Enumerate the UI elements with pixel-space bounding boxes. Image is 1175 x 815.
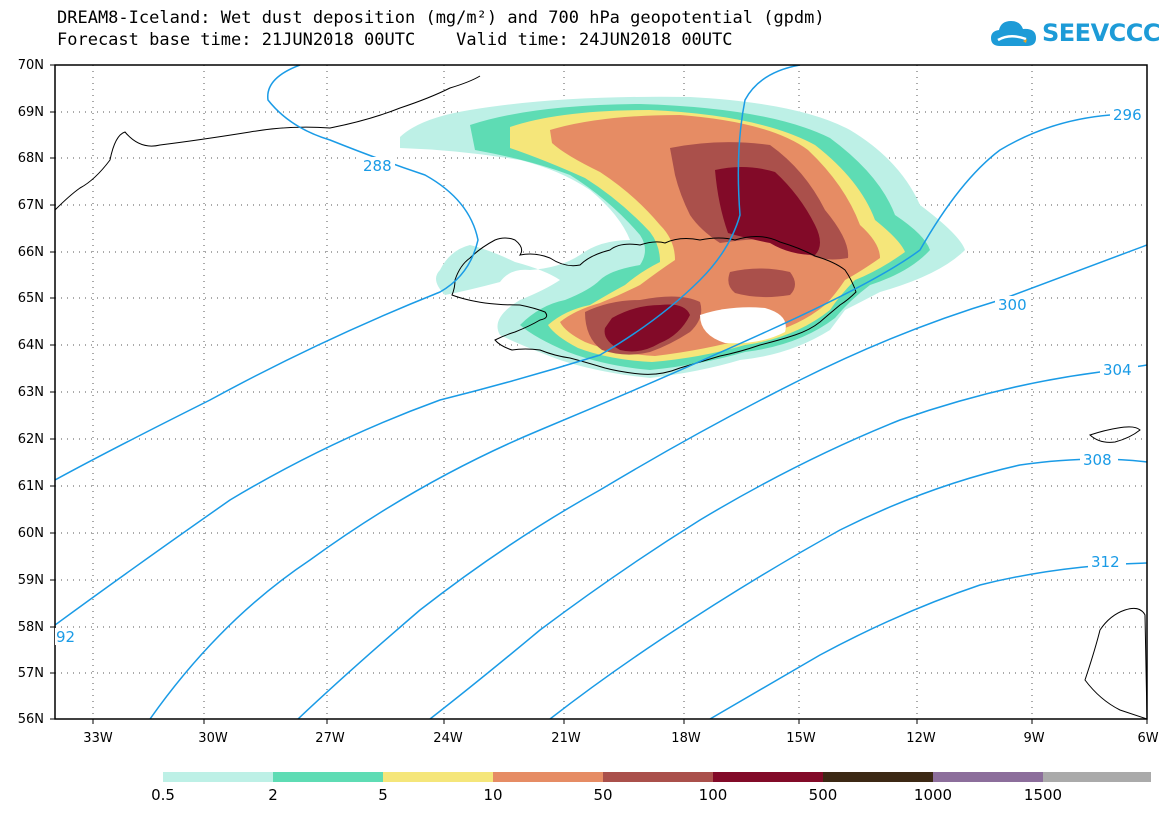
lat-label: 60N <box>17 526 44 541</box>
lat-label: 67N <box>17 198 44 213</box>
axis-ticks <box>50 64 1148 724</box>
lon-label: 12W <box>906 731 936 746</box>
coastlines <box>55 75 1147 719</box>
contour-label-312: 312 <box>1091 553 1120 571</box>
legend-label: 1500 <box>1023 786 1063 804</box>
legend-label: 50 <box>593 786 613 804</box>
contour-label-304: 304 <box>1103 361 1132 379</box>
legend-swatch <box>383 772 493 782</box>
legend-swatch <box>163 772 273 782</box>
lon-label: 9W <box>1023 731 1045 746</box>
lat-label: 62N <box>17 432 44 447</box>
legend-swatch <box>933 772 1043 782</box>
lon-label: 30W <box>198 731 228 746</box>
legend-swatch <box>823 772 933 782</box>
legend-label: 2 <box>268 786 278 804</box>
lat-label: 66N <box>17 245 44 260</box>
contour-label-308: 308 <box>1083 451 1112 469</box>
lon-label: 33W <box>83 731 113 746</box>
lat-label: 61N <box>17 479 44 494</box>
legend-label: 500 <box>808 786 838 804</box>
lat-label: 57N <box>17 666 44 681</box>
lon-label: 27W <box>315 731 345 746</box>
legend-swatch <box>273 772 383 782</box>
legend-label: 100 <box>698 786 728 804</box>
legend-swatch <box>713 772 823 782</box>
legend-swatch <box>603 772 713 782</box>
logo-text: SEEVCCC <box>1042 19 1161 47</box>
legend-label: 1000 <box>913 786 953 804</box>
seevccc-logo: SEEVCCC <box>990 18 1161 48</box>
lat-label: 64N <box>17 338 44 353</box>
contour-label-296: 296 <box>1113 106 1142 124</box>
contour-label-292: 92 <box>56 628 75 646</box>
lon-label: 18W <box>671 731 701 746</box>
legend-label: 5 <box>378 786 388 804</box>
cloud-icon <box>991 21 1036 46</box>
lon-label: 21W <box>551 731 581 746</box>
lat-label: 58N <box>17 620 44 635</box>
lat-label: 65N <box>17 291 44 306</box>
chart-subtitle: Forecast base time: 21JUN2018 00UTC Vali… <box>57 30 733 50</box>
legend-label: 0.5 <box>151 786 175 804</box>
contour-label-300: 300 <box>998 296 1027 314</box>
lat-label: 69N <box>17 105 44 120</box>
lon-label: 15W <box>786 731 816 746</box>
geopotential-contours <box>55 65 1147 719</box>
chart-title: DREAM8-Iceland: Wet dust deposition (mg/… <box>57 8 825 28</box>
lat-label: 63N <box>17 385 44 400</box>
lat-label: 56N <box>17 712 44 727</box>
legend-label: 10 <box>483 786 503 804</box>
contour-label-288: 288 <box>363 157 392 175</box>
lon-label: 6W <box>1137 731 1159 746</box>
lon-label: 24W <box>433 731 463 746</box>
lat-label: 70N <box>17 58 44 73</box>
legend-swatch <box>493 772 603 782</box>
lat-label: 59N <box>17 573 44 588</box>
lat-label: 68N <box>17 151 44 166</box>
legend-swatch <box>1043 772 1151 782</box>
dust-deposition-field <box>400 96 965 378</box>
